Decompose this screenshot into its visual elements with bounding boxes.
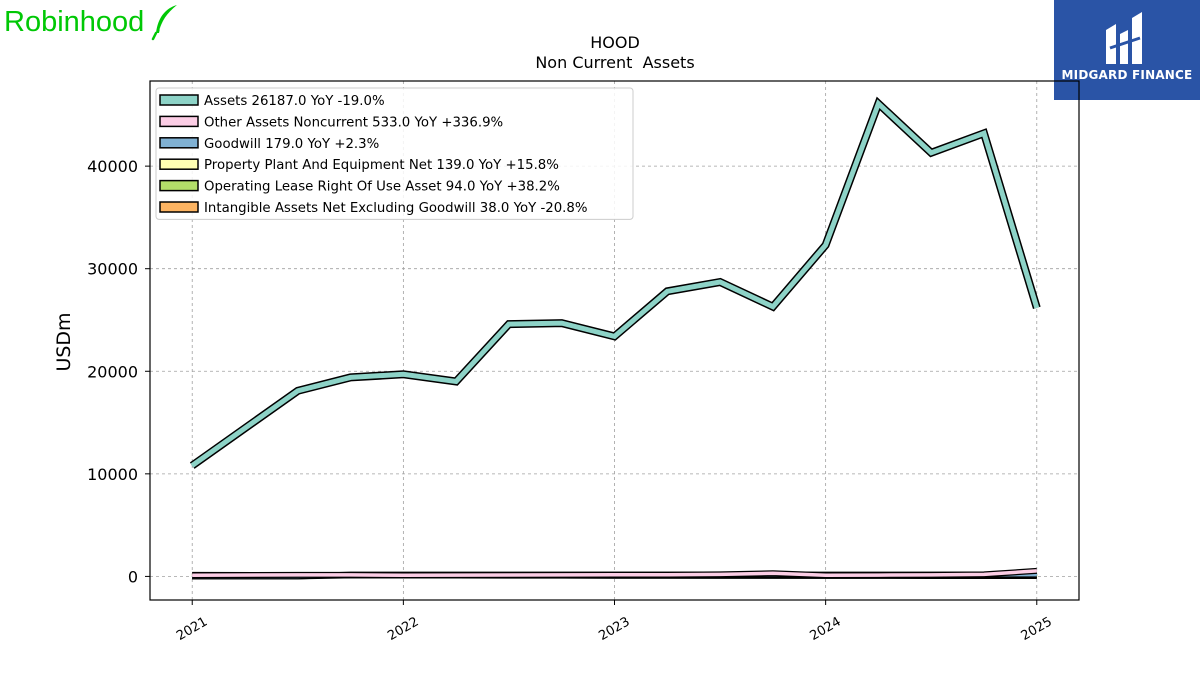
data-point xyxy=(349,574,352,576)
x-tick-label: 2021 xyxy=(174,614,210,644)
data-point xyxy=(508,574,510,576)
data-point xyxy=(719,573,721,575)
legend-label: Goodwill 179.0 YoY +2.3% xyxy=(204,137,379,152)
data-point xyxy=(772,572,774,574)
data-point xyxy=(983,573,985,575)
legend-label: Property Plant And Equipment Net 139.0 Y… xyxy=(204,158,559,173)
legend-label: Operating Lease Right Of Use Asset 94.0 … xyxy=(204,180,560,195)
data-point xyxy=(825,574,827,576)
data-point xyxy=(191,465,193,467)
series-line xyxy=(190,99,1040,468)
data-point xyxy=(877,574,880,576)
x-tick-label: 2023 xyxy=(596,614,632,644)
data-point xyxy=(402,373,404,375)
midgard-finance-logo: MIDGARD FINANCE xyxy=(1054,0,1200,100)
x-tick-label: 2025 xyxy=(1019,614,1055,644)
legend-item: Goodwill 179.0 YoY +2.3% xyxy=(159,137,379,152)
feather-icon xyxy=(152,5,178,41)
robinhood-logo: Robinhood xyxy=(4,2,180,42)
data-point xyxy=(561,574,563,576)
data-point xyxy=(825,244,827,246)
legend-label: Intangible Assets Net Excluding Goodwill… xyxy=(204,201,588,216)
data-point xyxy=(1036,570,1038,572)
data-point xyxy=(983,132,985,134)
legend-item: Operating Lease Right Of Use Asset 94.0 … xyxy=(159,179,560,195)
x-tick-label: 2024 xyxy=(807,614,843,644)
legend-label: Other Assets Noncurrent 533.0 YoY +336.9… xyxy=(204,115,503,130)
data-point xyxy=(455,380,457,383)
y-tick-label: 30000 xyxy=(87,260,138,279)
legend-item: Assets 26187.0 YoY -19.0% xyxy=(159,94,385,109)
y-tick-label: 0 xyxy=(128,567,138,586)
data-point xyxy=(666,574,668,576)
data-point xyxy=(349,376,352,379)
chart-title: HOOD xyxy=(590,33,640,52)
series-other-assets-noncurrent xyxy=(191,567,1038,579)
data-point xyxy=(508,323,510,325)
series-line xyxy=(192,569,1037,577)
data-point xyxy=(666,290,668,292)
data-point xyxy=(561,322,563,324)
y-tick-label: 20000 xyxy=(87,362,138,381)
data-point xyxy=(297,574,299,576)
data-point xyxy=(930,574,932,576)
x-tick-label: 2022 xyxy=(385,614,421,644)
data-point xyxy=(191,574,193,576)
data-point xyxy=(772,306,774,308)
legend: Assets 26187.0 YoY -19.0% Other Assets No… xyxy=(155,87,634,220)
series-assets xyxy=(189,96,1041,469)
data-point xyxy=(930,152,932,154)
legend-item: Intangible Assets Net Excluding Goodwill… xyxy=(159,201,588,216)
legend-box xyxy=(155,87,634,220)
data-point xyxy=(613,335,616,337)
legend-label: Assets 26187.0 YoY -19.0% xyxy=(204,94,385,109)
legend-swatch xyxy=(159,179,199,192)
legend-swatch xyxy=(159,201,199,213)
legend-swatch xyxy=(159,137,199,149)
data-point xyxy=(613,574,616,576)
data-point xyxy=(402,574,404,576)
robinhood-wordmark: Robinhood xyxy=(4,5,145,38)
midgard-finance-name: MIDGARD FINANCE xyxy=(1061,68,1193,82)
chart-subtitle: Non Current Assets xyxy=(535,53,694,72)
y-tick-label: 40000 xyxy=(87,157,138,176)
midgard-logo-icon xyxy=(1106,12,1142,64)
y-tick-label: 10000 xyxy=(87,465,138,484)
data-point xyxy=(1036,307,1038,309)
data-point xyxy=(719,281,721,283)
legend-item: Property Plant And Equipment Net 139.0 Y… xyxy=(159,158,559,173)
data-point xyxy=(877,102,880,105)
data-point xyxy=(455,574,457,576)
legend-item: Other Assets Noncurrent 533.0 YoY +336.9… xyxy=(159,115,503,130)
legend-swatch xyxy=(159,115,199,128)
legend-swatch xyxy=(159,94,199,106)
y-axis-label: USDm xyxy=(53,312,75,371)
data-point xyxy=(1036,573,1038,576)
data-point xyxy=(297,390,299,392)
legend-swatch xyxy=(159,158,199,170)
